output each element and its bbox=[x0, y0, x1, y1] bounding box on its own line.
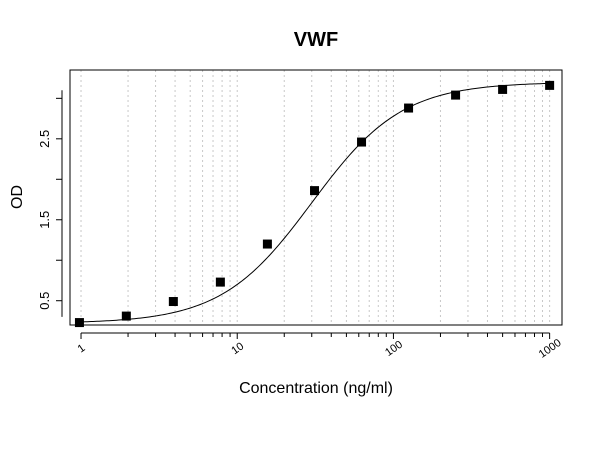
x-axis-label: Concentration (ng/ml) bbox=[239, 380, 393, 397]
y-axis: 0.5 1.5 2.5 bbox=[37, 90, 63, 317]
y-tick-label: 1.5 bbox=[37, 211, 52, 229]
data-point bbox=[498, 84, 508, 94]
x-tick-label: 1 bbox=[76, 342, 88, 355]
data-points bbox=[74, 80, 555, 328]
fit-curve bbox=[79, 82, 550, 323]
data-point bbox=[262, 239, 272, 249]
y-tick-label: 0.5 bbox=[37, 292, 52, 310]
data-point bbox=[74, 318, 84, 328]
plot-frame bbox=[69, 69, 563, 326]
data-point bbox=[215, 277, 225, 287]
data-point bbox=[404, 103, 414, 113]
chart-title: VWF bbox=[294, 29, 338, 51]
y-tick-label: 2.5 bbox=[37, 130, 52, 148]
data-point bbox=[121, 311, 131, 321]
x-tick-label: 10 bbox=[229, 340, 246, 357]
data-point bbox=[545, 80, 555, 90]
data-point bbox=[357, 137, 367, 147]
data-point bbox=[451, 90, 461, 100]
data-point bbox=[168, 297, 178, 307]
y-axis-label: OD bbox=[9, 185, 26, 209]
data-point bbox=[310, 186, 320, 196]
